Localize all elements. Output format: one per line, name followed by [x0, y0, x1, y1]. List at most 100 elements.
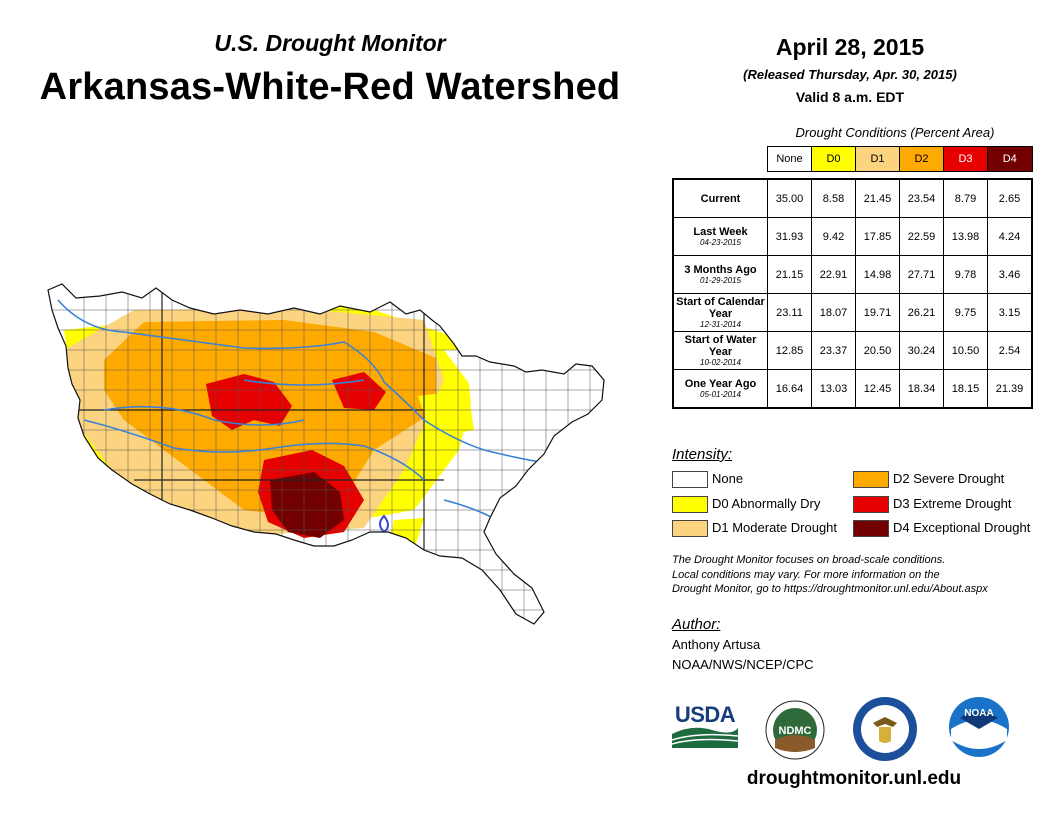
table-row: Last Week 04-23-2015 31.93 9.42 17.85 22.59 13…	[672, 217, 1033, 256]
legend-label: D2 Severe Drought	[893, 471, 1005, 486]
commerce-seal	[852, 696, 918, 762]
legend-swatch	[853, 471, 889, 488]
table-row: Start of Water Year 10-02-2014 12.85 23.37 2…	[672, 331, 1033, 370]
website-url: droughtmonitor.unl.edu	[746, 768, 962, 789]
legend-swatch	[672, 520, 708, 537]
column-header-d2: D2	[899, 146, 944, 172]
zone-d4	[270, 472, 344, 538]
ndmc-logo: NDMC	[765, 700, 825, 760]
row-label-text: Last Week	[693, 225, 748, 238]
table-cell: 21.45	[855, 178, 900, 218]
legend-label: None	[712, 471, 744, 486]
row-label-text: Start of Calendar Year	[676, 295, 765, 320]
ndmc-wordmark: NDMC	[779, 725, 812, 737]
table-cell: 14.98	[855, 255, 900, 294]
table-cell: 3.46	[987, 255, 1033, 294]
table-cell: 26.21	[899, 293, 944, 332]
row-label: Start of Calendar Year 12-31-2014	[672, 293, 768, 332]
ndmc-seal-icon: NDMC	[765, 700, 825, 760]
noaa-seal-icon: NOAA	[949, 697, 1009, 757]
map-title: Arkansas-White-Red Watershed	[39, 66, 621, 108]
table-cell: 27.71	[899, 255, 944, 294]
table-cell: 8.58	[811, 178, 856, 218]
table-cell: 22.59	[899, 217, 944, 256]
row-date: 12-31-2014	[700, 319, 741, 329]
row-label: Last Week 04-23-2015	[672, 217, 768, 256]
column-header-d4: D4	[987, 146, 1033, 172]
disclaimer-note: The Drought Monitor focuses on broad-sca…	[672, 553, 1042, 597]
table-cell: 31.93	[767, 217, 812, 256]
column-header-none: None	[767, 146, 812, 172]
row-label: One Year Ago 05-01-2014	[672, 369, 768, 409]
table-cell: 22.91	[811, 255, 856, 294]
row-label-text: One Year Ago	[684, 377, 757, 390]
column-header-d0: D0	[811, 146, 856, 172]
usda-logo: USDA	[672, 702, 738, 748]
table-cell: 35.00	[767, 178, 812, 218]
eagle-seal-icon	[853, 697, 917, 761]
legend-label: D0 Abnormally Dry	[712, 496, 821, 511]
row-label: 3 Months Ago 01-29-2015	[672, 255, 768, 294]
note-line: The Drought Monitor focuses on broad-sca…	[672, 554, 946, 566]
table-cell: 3.15	[987, 293, 1033, 332]
zone-d3-east	[332, 372, 386, 410]
table-row: 3 Months Ago 01-29-2015 21.15 22.91 14.98 27.…	[672, 255, 1033, 294]
table-cell: 17.85	[855, 217, 900, 256]
zone-d1-south	[124, 470, 254, 528]
legend-swatch	[853, 496, 889, 513]
table-cell: 16.64	[767, 369, 812, 409]
legend-swatch	[672, 496, 708, 513]
table-cell: 21.15	[767, 255, 812, 294]
table-cell: 23.54	[899, 178, 944, 218]
table-cell: 2.65	[987, 178, 1033, 218]
table-cell: 12.85	[767, 331, 812, 370]
river-network	[57, 299, 565, 534]
row-label: Current	[672, 178, 768, 218]
table-cell: 23.37	[811, 331, 856, 370]
table-cell: 23.11	[767, 293, 812, 332]
table-caption: Drought Conditions (Percent Area)	[795, 125, 995, 140]
table-row: Start of Calendar Year 12-31-2014 23.11 18.…	[672, 293, 1033, 332]
author-name: Anthony Artusa	[672, 637, 761, 652]
usda-hills-icon	[672, 727, 738, 748]
row-label-text: Start of Water Year	[684, 333, 757, 358]
legend-title: Intensity:	[672, 446, 733, 463]
noaa-wordmark: NOAA	[964, 708, 993, 719]
noaa-logo: NOAA	[948, 696, 1010, 758]
table-cell: 13.03	[811, 369, 856, 409]
table-corner	[673, 147, 768, 172]
table-cell: 18.34	[899, 369, 944, 409]
table-cell: 21.39	[987, 369, 1033, 409]
row-label-text: Current	[700, 192, 741, 205]
table-row: One Year Ago 05-01-2014 16.64 13.03 12.45 18.…	[672, 369, 1033, 409]
note-line: Drought Monitor, go to https://droughtmo…	[672, 583, 988, 595]
table-cell: 19.71	[855, 293, 900, 332]
table-cell: 12.45	[855, 369, 900, 409]
column-header-d3: D3	[943, 146, 988, 172]
author-label: Author:	[672, 616, 721, 633]
legend-swatch	[853, 520, 889, 537]
table-cell: 4.24	[987, 217, 1033, 256]
table-cell: 2.54	[987, 331, 1033, 370]
table-cell: 9.75	[943, 293, 988, 332]
row-label-text: 3 Months Ago	[684, 263, 757, 276]
column-header-d1: D1	[855, 146, 900, 172]
legend-label: D4 Exceptional Drought	[893, 520, 1031, 535]
valid-time: Valid 8 a.m. EDT	[795, 89, 905, 105]
watershed-drought-map	[47, 283, 605, 625]
table-cell: 20.50	[855, 331, 900, 370]
row-date: 10-02-2014	[700, 357, 741, 367]
map-date: April 28, 2015	[775, 34, 925, 60]
drought-conditions-table: None D0 D1 D2 D3 D4 Current 35.00 8.58 21.4…	[672, 146, 1033, 409]
table-cell: 10.50	[943, 331, 988, 370]
table-row: Current 35.00 8.58 21.45 23.54 8.79 2.65	[672, 178, 1033, 218]
legend-swatch	[672, 471, 708, 488]
map-subtitle: U.S. Drought Monitor	[214, 30, 446, 56]
table-cell: 13.98	[943, 217, 988, 256]
table-cell: 18.15	[943, 369, 988, 409]
row-date: 05-01-2014	[700, 389, 741, 399]
watershed-outline	[47, 283, 605, 625]
table-cell: 8.79	[943, 178, 988, 218]
row-label: Start of Water Year 10-02-2014	[672, 331, 768, 370]
table-cell: 9.42	[811, 217, 856, 256]
